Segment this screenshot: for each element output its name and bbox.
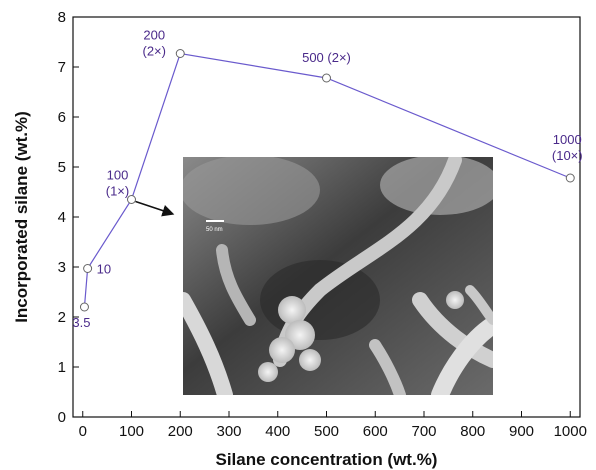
x-axis-title: Silane concentration (wt.%) [216,450,438,469]
scale-bar-label: 50 nm [206,227,223,233]
x-tick-label: 300 [216,423,241,440]
series-line [83,52,571,308]
y-tick-label: 7 [58,59,66,76]
y-tick-label: 2 [58,309,66,326]
y-tick-label: 1 [58,359,66,376]
y-tick-label: 0 [58,409,66,426]
inset-sem-image: 50 nm [183,157,493,395]
x-tick-label: 1000 [554,423,587,440]
y-tick-label: 4 [58,209,66,226]
data-point [175,49,185,58]
y-tick-label: 5 [58,159,66,176]
y-tick-label: 8 [58,9,66,26]
inset-arrow [135,200,175,217]
data-label: 500 (2×) [302,50,351,65]
data-label: 1000 (10×) [552,132,583,163]
data-point [127,195,136,204]
data-points: 3.5 10 100 (1×) 200 (2×) 500 (2×) 1000 (10×) [72,28,582,331]
x-tick-label: 900 [509,423,534,440]
y-tick-label: 3 [58,259,66,276]
x-tick-label: 400 [265,423,290,440]
data-point [322,73,331,83]
x-tick-label: 100 [119,423,144,440]
x-tick-label: 800 [460,423,485,440]
x-tick-label: 500 [314,423,339,440]
x-tick-label: 600 [363,423,388,440]
data-label: 10 [97,262,111,277]
x-tick-label: 200 [168,423,193,440]
data-point [79,302,89,312]
data-label: 100 (1×) [106,168,129,199]
x-tick-label: 700 [411,423,436,440]
data-point [565,173,575,183]
data-label: 3.5 [72,315,90,330]
x-tick-label: 0 [79,423,87,440]
y-tick-label: 6 [58,109,66,126]
y-axis-title: Incorporated silane (wt.%) [12,111,31,323]
data-label: 200 (2×) [143,28,166,59]
axis-ticks: 0 100 200 300 400 500 600 700 800 900 1000 0 1 2 3 4 5 6 7… [58,9,587,440]
data-point [83,264,93,273]
